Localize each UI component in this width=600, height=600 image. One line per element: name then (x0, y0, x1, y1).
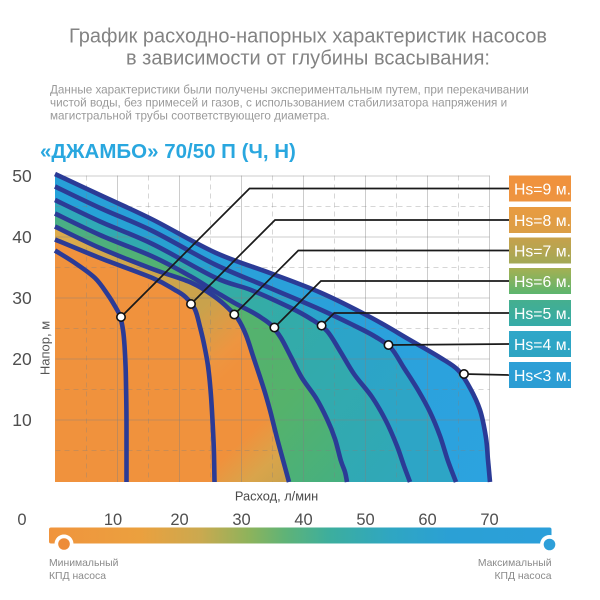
svg-text:0: 0 (17, 511, 26, 529)
svg-text:Расход, л/мин: Расход, л/мин (235, 489, 318, 504)
svg-text:70: 70 (480, 511, 498, 529)
svg-text:Напор, м: Напор, м (38, 321, 53, 375)
svg-text:Hs=5 м.: Hs=5 м. (514, 306, 571, 323)
svg-text:Данные характеристики были пол: Данные характеристики были получены эксп… (50, 84, 529, 97)
svg-text:Hs=7 м.: Hs=7 м. (514, 243, 571, 260)
svg-text:Hs=6 м.: Hs=6 м. (514, 274, 571, 291)
svg-text:40: 40 (294, 511, 312, 529)
svg-text:Hs=9 м.: Hs=9 м. (514, 181, 571, 198)
svg-text:чистой воды, без примесей и га: чистой воды, без примесей и газов, с исп… (50, 97, 507, 110)
svg-text:Hs<3 м.: Hs<3 м. (514, 368, 571, 385)
svg-text:50: 50 (12, 166, 32, 186)
svg-text:20: 20 (12, 349, 32, 369)
svg-text:30: 30 (12, 288, 32, 308)
svg-text:Hs=4 м.: Hs=4 м. (514, 337, 571, 354)
svg-text:Минимальный: Минимальный (49, 558, 119, 569)
svg-text:КПД насоса: КПД насоса (49, 571, 106, 582)
svg-text:10: 10 (12, 410, 32, 430)
svg-text:Hs=8 м.: Hs=8 м. (514, 213, 571, 230)
svg-text:20: 20 (170, 511, 188, 529)
svg-text:в зависимости от глубины всасы: в зависимости от глубины всасывания: (126, 48, 490, 70)
svg-text:Максимальный: Максимальный (478, 558, 552, 569)
svg-text:«ДЖАМБО» 70/50 П (Ч, Н): «ДЖАМБО» 70/50 П (Ч, Н) (40, 140, 296, 163)
svg-text:40: 40 (12, 227, 32, 247)
svg-text:10: 10 (104, 511, 122, 529)
svg-text:КПД насоса: КПД насоса (494, 571, 551, 582)
svg-text:50: 50 (356, 511, 374, 529)
svg-text:магистральной трубы соответств: магистральной трубы соответствующего диа… (50, 110, 330, 123)
svg-text:60: 60 (418, 511, 436, 529)
svg-text:График расходно-напорных харак: График расходно-напорных характеристик н… (69, 26, 547, 48)
svg-text:30: 30 (232, 511, 250, 529)
